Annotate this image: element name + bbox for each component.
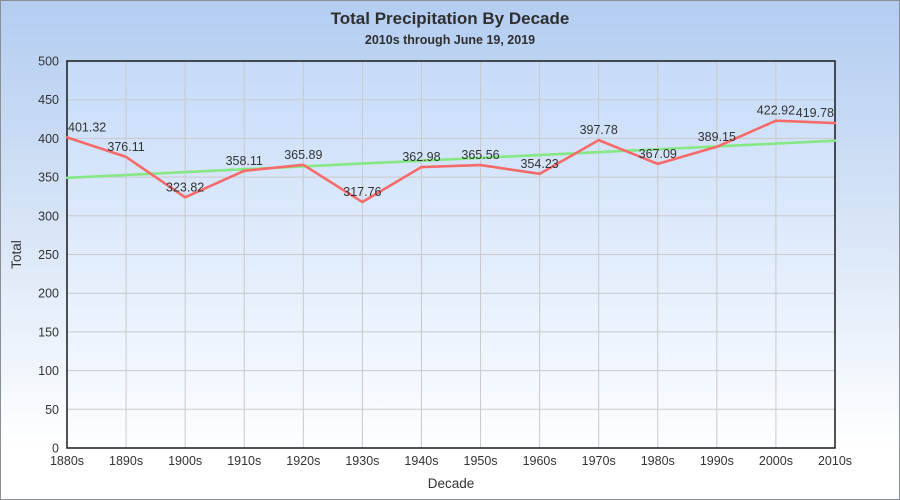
x-tick-label: 1960s <box>523 454 557 468</box>
data-point-label: 362.98 <box>402 150 440 164</box>
x-tick-label: 1990s <box>700 454 734 468</box>
x-tick-label: 1940s <box>404 454 438 468</box>
x-tick-label: 1920s <box>286 454 320 468</box>
trend-line <box>65 139 837 180</box>
x-tick-label: 1890s <box>109 454 143 468</box>
y-tick-label: 250 <box>38 248 59 262</box>
y-tick-label: 450 <box>38 93 59 107</box>
x-tick-label: 1900s <box>168 454 202 468</box>
data-point-label: 365.89 <box>284 148 322 162</box>
y-tick-label: 100 <box>38 364 59 378</box>
x-tick-label: 1950s <box>464 454 498 468</box>
chart-subtitle: 2010s through June 19, 2019 <box>364 33 536 47</box>
x-tick-label: 1880s <box>50 454 84 468</box>
data-point-label: 365.56 <box>461 148 499 162</box>
y-tick-label: 0 <box>52 442 59 456</box>
y-axis-title: Total <box>9 240 24 269</box>
data-point-label: 317.76 <box>343 185 381 199</box>
x-axis-title: Decade <box>428 476 475 491</box>
x-tick-label: 1930s <box>345 454 379 468</box>
y-tick-label: 400 <box>38 132 59 146</box>
x-tick-label: 1980s <box>641 454 675 468</box>
data-point-label: 323.82 <box>166 180 204 194</box>
x-tick-label: 2010s <box>818 454 852 468</box>
chart-title: Total Precipitation By Decade <box>330 9 570 28</box>
data-point-label: 358.11 <box>226 154 263 168</box>
data-point-label: 354.23 <box>520 157 558 171</box>
data-point-label: 389.15 <box>698 130 736 144</box>
x-tick-label: 1970s <box>582 454 616 468</box>
y-tick-label: 350 <box>38 171 59 185</box>
x-tick-label: 2000s <box>759 454 793 468</box>
data-point-label: 376.11 <box>107 140 144 154</box>
y-tick-label: 300 <box>38 209 59 223</box>
x-tick-label: 1910s <box>227 454 261 468</box>
y-tick-label: 150 <box>38 325 59 339</box>
y-tick-label: 500 <box>38 55 59 69</box>
y-tick-label: 50 <box>45 403 59 417</box>
data-point-label: 422.92 <box>757 104 795 118</box>
y-tick-label: 200 <box>38 287 59 301</box>
plot-border <box>66 60 836 449</box>
data-line <box>65 119 837 204</box>
data-point-label: 397.78 <box>580 123 618 137</box>
data-point-label: 419.78 <box>796 106 834 120</box>
data-point-label: 367.09 <box>639 147 677 161</box>
data-point-label: 401.32 <box>68 120 106 134</box>
